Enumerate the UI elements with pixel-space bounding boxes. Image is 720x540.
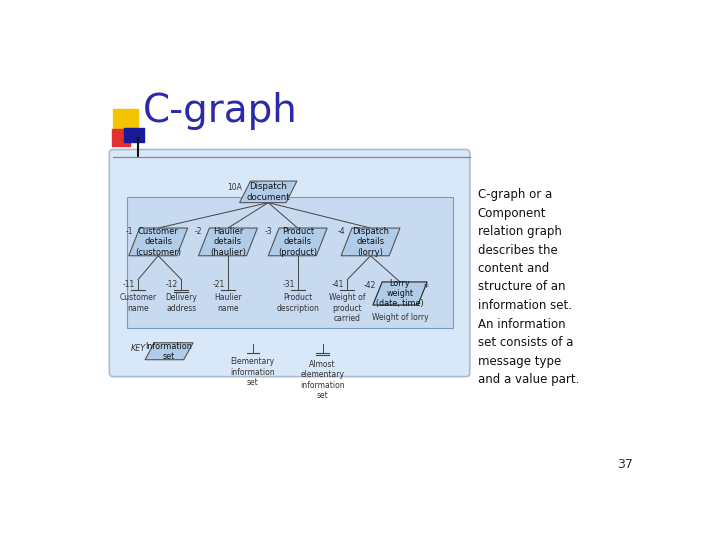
Text: -31: -31 [282,280,294,288]
Text: Elementary
information
set: Elementary information set [230,357,275,387]
Text: Delivery
address: Delivery address [166,294,197,313]
Text: Weight of lorry: Weight of lorry [372,313,428,322]
Text: Product
description: Product description [276,294,319,313]
Text: Product
details
(product): Product details (product) [278,227,318,257]
Polygon shape [145,343,193,360]
Text: -3: -3 [264,227,272,237]
Polygon shape [129,228,188,256]
Text: -4: -4 [338,227,345,237]
Text: Dispatch
document: Dispatch document [246,182,290,201]
Text: KEY: KEY [130,345,145,354]
Text: -11: -11 [122,280,135,288]
Text: Information
set: Information set [145,341,192,361]
Text: 37: 37 [616,458,632,471]
FancyBboxPatch shape [109,150,469,377]
Polygon shape [199,228,258,256]
Text: -1: -1 [125,227,132,237]
Text: C-graph: C-graph [143,92,297,130]
Bar [127,197,453,328]
Polygon shape [373,282,427,305]
Text: Customer
name: Customer name [120,294,157,313]
Text: 10A: 10A [227,183,242,192]
Text: *: * [424,284,429,293]
Text: -12: -12 [166,280,179,288]
Text: Dispatch
details
(lorry): Dispatch details (lorry) [352,227,389,257]
Text: Haulier
name: Haulier name [214,294,242,313]
Text: -42: -42 [364,281,376,290]
Text: -2: -2 [195,227,202,237]
Polygon shape [240,181,297,202]
Bar [124,128,144,142]
Text: C-graph or a
Component
relation graph
describes the
content and
structure of an
: C-graph or a Component relation graph de… [477,188,579,386]
Polygon shape [341,228,400,256]
Bar [113,110,138,134]
Text: -21: -21 [212,280,225,288]
Polygon shape [269,228,327,256]
Text: Weight of
product
carried: Weight of product carried [329,294,366,323]
Bar [112,130,130,146]
Text: Haulier
details
(haulier): Haulier details (haulier) [210,227,246,257]
Text: Almost
elementary
information
set: Almost elementary information set [300,360,345,400]
Text: -41: -41 [332,280,344,288]
Text: Lorry
weight
(date, time): Lorry weight (date, time) [376,279,424,308]
Text: Customer
details
(customer): Customer details (customer) [135,227,181,257]
